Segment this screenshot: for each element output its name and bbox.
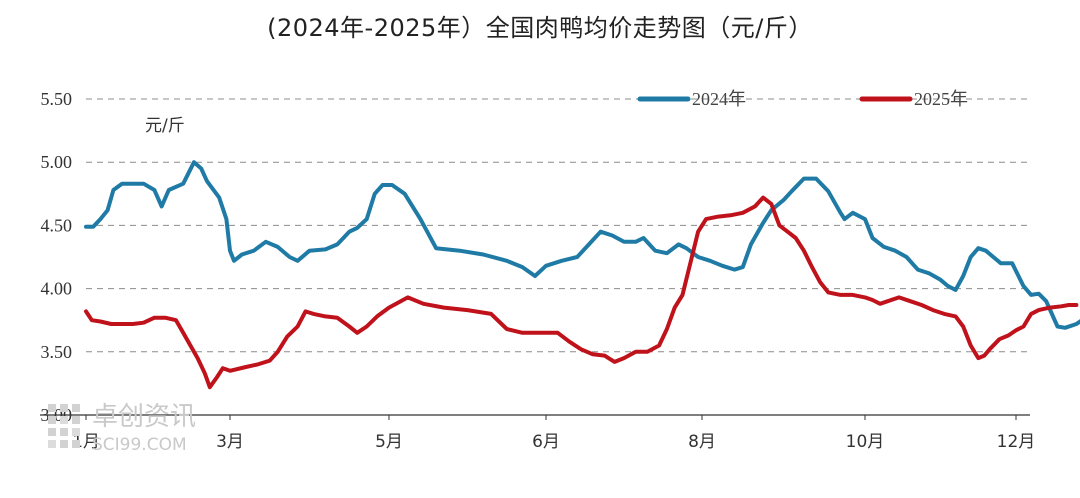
y-axis-ticks: 3.003.504.004.505.005.50 (41, 89, 73, 425)
chart-title: (2024年-2025年）全国肉鸭均价走势图（元/斤） (267, 14, 813, 42)
series-lines (84, 160, 1080, 390)
legend: 2024年 2025年 (637, 89, 968, 109)
x-tick-label: 8月 (688, 432, 716, 452)
y-tick-label: 3.50 (41, 342, 73, 362)
y-tick-label: 4.00 (41, 279, 73, 299)
watermark-site: SCI99.COM (92, 435, 187, 455)
y-tick-label: 4.50 (41, 215, 73, 235)
unit-label: 元/斤 (145, 116, 185, 136)
y-tick-label: 5.50 (41, 89, 73, 109)
y-tick-label: 5.00 (41, 152, 73, 172)
x-tick-label: 3月 (216, 432, 244, 452)
x-tick-label: 5月 (375, 432, 403, 452)
series-line-2025 (84, 195, 1079, 390)
watermark-logo-icon (48, 404, 80, 448)
x-tick-label: 12月 (997, 432, 1036, 452)
x-tick-label: 10月 (846, 432, 885, 452)
x-tick-label: 6月 (532, 432, 560, 452)
series-line-2024 (84, 160, 1080, 330)
watermark: 卓创资讯 SCI99.COM (48, 402, 196, 455)
legend-label: 2025年 (914, 89, 968, 109)
watermark-name: 卓创资讯 (92, 402, 196, 432)
legend-label: 2024年 (692, 89, 746, 109)
